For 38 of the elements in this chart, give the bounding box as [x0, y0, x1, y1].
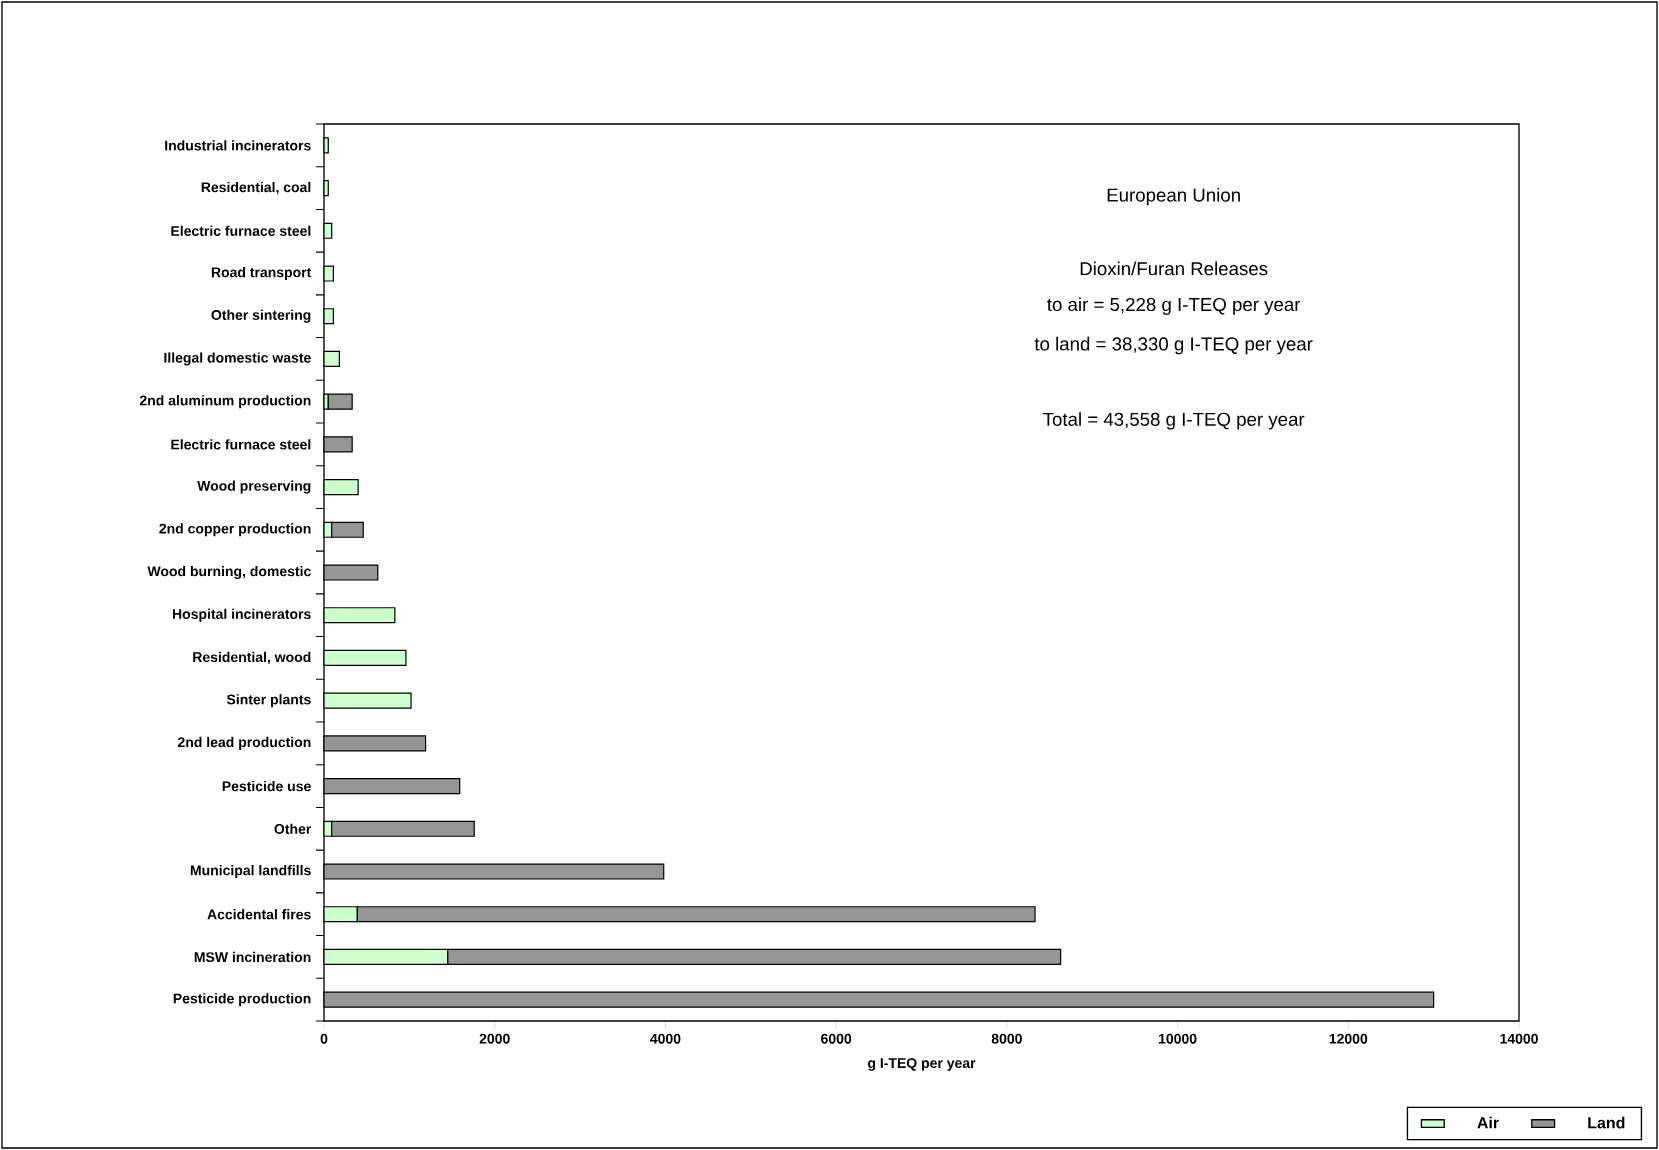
x-tick-label: 10000 [1159, 1033, 1197, 1044]
y-tick-label: Road transport [211, 266, 312, 281]
y-tick-label: Hospital incinerators [172, 608, 311, 622]
y-tick-label: Residential, wood [193, 651, 311, 665]
annotation: Dioxin/Furan Releases [1080, 261, 1268, 276]
y-tick-label: 2nd copper production [159, 523, 311, 537]
y-tick-label: MSW incineration [194, 951, 311, 963]
y-tick-label: Wood burning, domestic [147, 565, 311, 580]
x-tick-label: 12000 [1329, 1033, 1368, 1044]
x-tick-label: 2000 [479, 1033, 510, 1044]
y-tick-label: Municipal landfills [190, 864, 311, 879]
x-tick-label: 4000 [650, 1033, 681, 1044]
y-tick-label: Wood preserving [197, 480, 311, 494]
y-tick-label: Accidental fires [207, 909, 311, 920]
y-tick-label: Residential, coal [201, 181, 311, 195]
annotation: Total = 43,558 g I-TEQ per year [1043, 412, 1305, 430]
legend-label: Air [1477, 1116, 1499, 1129]
y-tick-label: 2nd lead production [177, 736, 311, 750]
y-tick-label: 2nd aluminum production [139, 395, 311, 409]
bar [327, 393, 353, 410]
x-tick-label: 14000 [1500, 1033, 1538, 1044]
y-tick-label: Electric furnace steel [171, 439, 311, 450]
y-tick-label: Sinter plants [226, 694, 311, 708]
annotation: to land = 38,330 g I-TEQ per year [1034, 336, 1313, 355]
y-tick-label: Industrial incinerators [165, 140, 311, 151]
x-tick-label: 8000 [991, 1033, 1022, 1044]
y-tick-label: Electric furnace steel [171, 225, 311, 236]
x-tick-label: 6000 [821, 1033, 852, 1044]
y-tick-label: Other [274, 823, 312, 834]
legend-label: Land [1588, 1116, 1625, 1129]
y-tick-label: Other sintering [211, 309, 311, 323]
text: European Union [1107, 187, 1240, 206]
x-axis-title: g I-TEQ per year [868, 1058, 976, 1071]
y-tick-label: Pesticide production [173, 993, 311, 1007]
y-tick-label: Illegal domestic waste [164, 352, 311, 366]
y-tick-label: Pesticide use [222, 780, 311, 792]
x-tick-label: 0 [320, 1033, 328, 1044]
annotation: to air = 5,228 g I-TEQ per year [1047, 297, 1301, 315]
